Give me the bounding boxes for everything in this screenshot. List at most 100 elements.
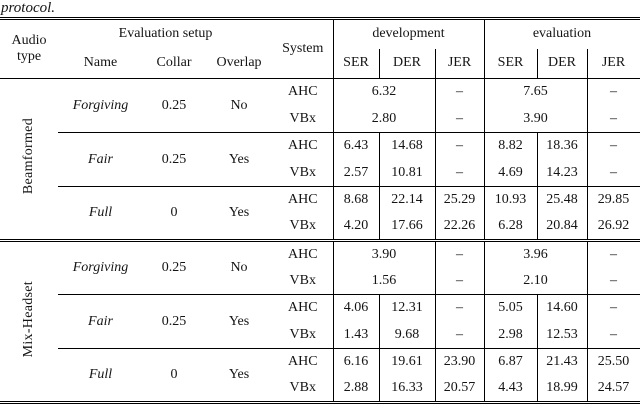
- eval-jer-value: 24.57: [587, 375, 640, 403]
- system-label: AHC: [273, 186, 334, 214]
- system-label: AHC: [273, 78, 334, 106]
- header-evaluation: evaluation: [484, 18, 640, 49]
- header-dev-der: DER: [379, 48, 436, 79]
- table-row: Full 0 Yes AHC 6.16 19.61 23.90 6.87 21.…: [0, 348, 640, 382]
- setup-collar: 0: [143, 186, 205, 242]
- dev-jer-value: 25.29: [435, 186, 485, 214]
- eval-ser-value: 2.98: [484, 321, 538, 349]
- eval-ser-value: 10.93: [484, 186, 538, 214]
- eval-der-value: 12.53: [537, 321, 588, 349]
- dev-ser-value: 4.06: [333, 294, 380, 322]
- dev-jer-value: –: [435, 294, 485, 322]
- results-table: Audio type Evaluation setup System devel…: [0, 17, 640, 404]
- header-audio-line1: Audio: [11, 33, 47, 48]
- dev-der-value: 22.14: [379, 186, 436, 214]
- header-collar: Collar: [143, 48, 205, 79]
- eval-jer-value: –: [587, 240, 640, 268]
- header-audio-line2: type: [16, 49, 42, 64]
- eval-jer-value: –: [587, 159, 640, 187]
- eval-jer-value: 29.85: [587, 186, 640, 214]
- eval-jer-value: 26.92: [587, 213, 640, 242]
- eval-der-value: 14.23: [537, 159, 588, 187]
- eval-ser-value: 6.87: [484, 348, 538, 376]
- dev-ser-value: 4.20: [333, 213, 380, 242]
- header-dev-ser: SER: [333, 48, 380, 79]
- table-row: Beamformed Forgiving 0.25 No AHC 6.32 – …: [0, 78, 640, 242]
- system-label: VBx: [273, 213, 334, 242]
- setup-overlap: Yes: [205, 186, 273, 242]
- table-row: VBx 1.56 – 2.10 –: [0, 267, 640, 295]
- header-evaluation-setup: Evaluation setup: [118, 26, 213, 42]
- dev-ser-value: 6.43: [333, 132, 380, 160]
- eval-ser-value: 5.05: [484, 294, 538, 322]
- dev-ser-value: 8.68: [333, 186, 380, 214]
- header-eval-ser: SER: [484, 48, 538, 79]
- eval-der-value: 14.60: [537, 294, 588, 322]
- eval-jer-value: –: [587, 267, 640, 295]
- table-caption: protocol.: [1, 0, 56, 16]
- dev-jer-value: 20.57: [435, 375, 485, 403]
- eval-jer-value: –: [587, 78, 640, 106]
- system-label: AHC: [273, 294, 334, 322]
- setup-name: Fair: [58, 294, 143, 349]
- dev-ser-value: 6.16: [333, 348, 380, 376]
- dev-ser-value: 2.88: [333, 375, 380, 403]
- system-label: VBx: [273, 159, 334, 187]
- table-row: VBx 1.43 9.68 – 2.98 12.53 –: [0, 321, 640, 349]
- eval-ser-value: 8.82: [484, 132, 538, 160]
- table-row: Full 0 Yes AHC 8.68 22.14 25.29 10.93 25…: [0, 186, 640, 242]
- eval-jer-value: 25.50: [587, 348, 640, 376]
- setup-collar: 0.25: [143, 132, 205, 187]
- setup-name: Fair: [58, 132, 143, 187]
- header-system: System: [273, 18, 334, 79]
- system-label: VBx: [273, 105, 334, 133]
- table-row: Fair 0.25 Yes AHC 6.43 14.68 – 8.82 18.3…: [0, 132, 640, 187]
- setup-overlap: No: [205, 78, 273, 133]
- dev-jer-value: –: [435, 105, 485, 133]
- setup-collar: 0.25: [143, 294, 205, 349]
- dev-ser-value: 1.43: [333, 321, 380, 349]
- setup-overlap: No: [205, 240, 273, 295]
- header-overlap: Overlap: [205, 48, 273, 79]
- dev-der-value: 10.81: [379, 159, 436, 187]
- eval-der-value: 18.36: [537, 132, 588, 160]
- header-development: development: [333, 18, 485, 49]
- system-label: AHC: [273, 240, 334, 268]
- system-label: AHC: [273, 132, 334, 160]
- eval-ser-value: 4.69: [484, 159, 538, 187]
- dev-der-value: 17.66: [379, 213, 436, 242]
- system-label: AHC: [273, 348, 334, 376]
- setup-collar: 0: [170, 367, 178, 382]
- dev-jer-value: –: [435, 132, 485, 160]
- header-name: Name: [58, 48, 143, 79]
- table-row: VBx 2.88 16.33 20.57 4.43 18.99 24.57: [0, 375, 640, 403]
- eval-der-value: 21.43: [537, 348, 588, 376]
- eval-der-value: 25.48: [537, 186, 588, 214]
- eval-ser-value: 6.28: [484, 213, 538, 242]
- dev-jer-value: –: [435, 159, 485, 187]
- system-label: VBx: [273, 267, 334, 295]
- setup-name: Full: [58, 186, 143, 242]
- dev-der-value: 9.68: [379, 321, 436, 349]
- eval-jer-value: –: [587, 294, 640, 322]
- table-row: Mix-Headset Forgiving 0.25 No AHC 3.90 –…: [0, 240, 640, 357]
- dev-jer-value: –: [435, 267, 485, 295]
- eval-der-value: 20.84: [537, 213, 588, 242]
- dev-der-value: 19.61: [379, 348, 436, 376]
- header-row-1: Audio type Evaluation setup System devel…: [0, 18, 640, 79]
- eval-jer-value: –: [587, 132, 640, 160]
- setup-collar: 0.25: [143, 240, 205, 295]
- dev-der-value: 12.31: [379, 294, 436, 322]
- dev-jer-value: 23.90: [435, 348, 485, 376]
- table-row: Fair 0.25 Yes AHC 4.06 12.31 – 5.05 14.6…: [0, 294, 640, 349]
- dev-ser-der-value: 2.80: [333, 105, 436, 133]
- dev-jer-value: –: [435, 240, 485, 268]
- eval-ser-der-value: 3.96: [484, 240, 588, 268]
- eval-der-value: 18.99: [537, 375, 588, 403]
- setup-overlap: Yes: [228, 367, 250, 382]
- table-row: VBx 2.80 – 3.90 –: [0, 105, 640, 133]
- dev-jer-value: 22.26: [435, 213, 485, 242]
- setup-name: Forgiving: [58, 240, 143, 295]
- header-eval-jer: JER: [587, 48, 640, 79]
- setup-name: Full: [88, 367, 113, 382]
